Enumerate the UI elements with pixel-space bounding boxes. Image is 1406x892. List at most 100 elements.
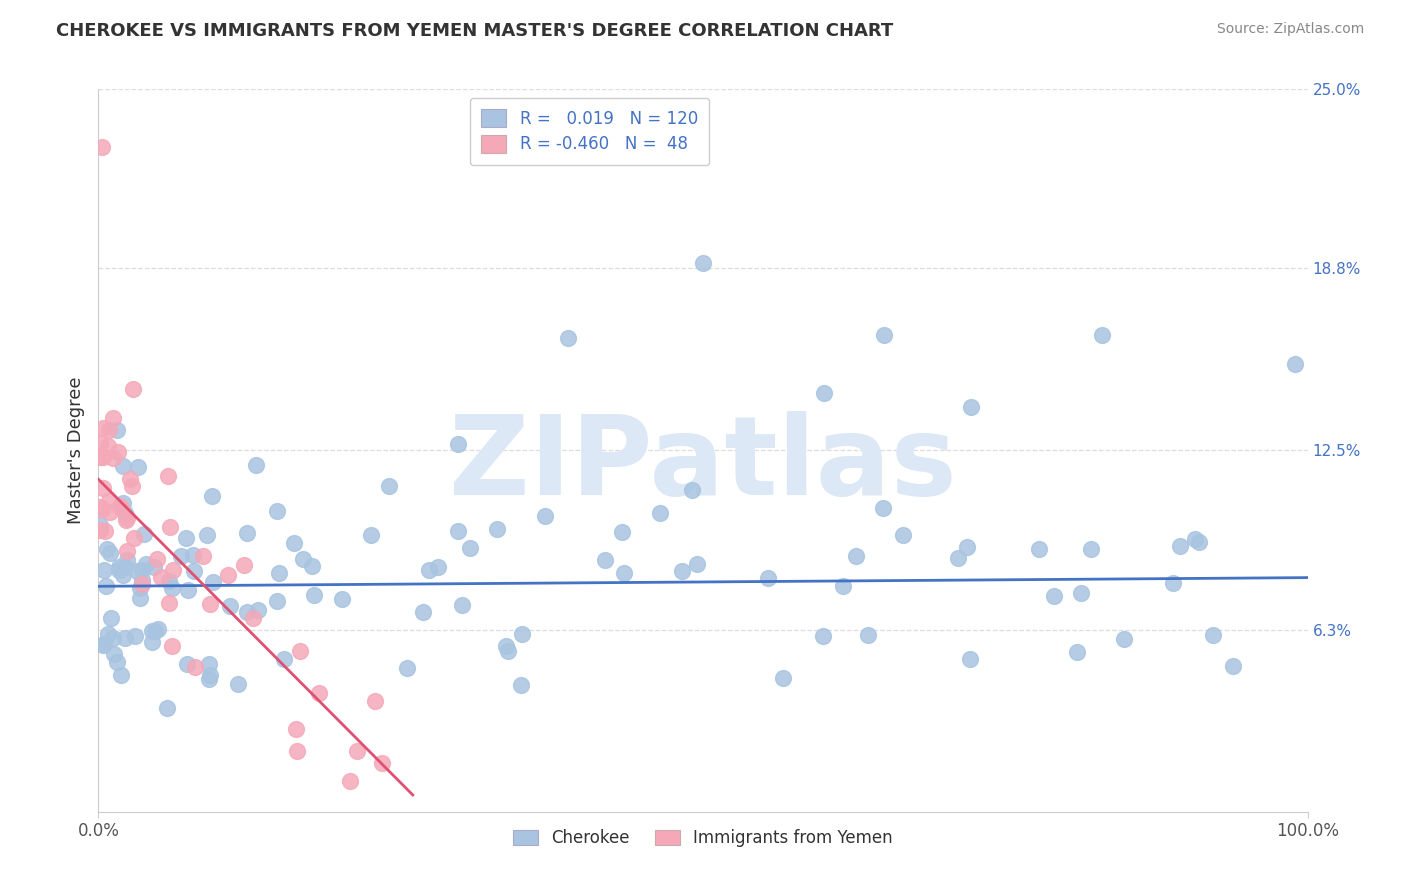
Point	[89, 523, 111, 537]
Point	[371, 756, 394, 771]
Point	[103, 411, 125, 425]
Point	[813, 629, 835, 643]
Point	[813, 385, 835, 400]
Point	[1112, 632, 1135, 646]
Point	[692, 255, 714, 269]
Point	[756, 571, 779, 585]
Point	[110, 500, 132, 515]
Point	[124, 629, 146, 643]
Point	[772, 671, 794, 685]
Point	[831, 578, 853, 592]
Point	[91, 140, 114, 154]
Point	[174, 531, 197, 545]
Point	[301, 559, 323, 574]
Point	[1202, 627, 1225, 641]
Point	[162, 564, 184, 578]
Point	[418, 563, 440, 577]
Point	[181, 549, 204, 563]
Point	[486, 522, 509, 536]
Point	[288, 644, 311, 658]
Point	[90, 502, 112, 516]
Point	[110, 668, 132, 682]
Point	[681, 483, 703, 497]
Point	[118, 472, 141, 486]
Point	[142, 559, 165, 574]
Point	[121, 479, 143, 493]
Point	[176, 657, 198, 671]
Text: ZIPatlas: ZIPatlas	[449, 411, 957, 518]
Point	[114, 513, 136, 527]
Point	[131, 573, 153, 587]
Point	[97, 439, 120, 453]
Point	[111, 568, 134, 582]
Point	[127, 460, 149, 475]
Point	[1284, 357, 1306, 371]
Point	[115, 511, 138, 525]
Point	[613, 566, 636, 580]
Point	[226, 677, 249, 691]
Point	[101, 451, 124, 466]
Point	[93, 637, 115, 651]
Point	[159, 596, 181, 610]
Point	[184, 660, 207, 674]
Point	[112, 496, 135, 510]
Point	[98, 494, 121, 508]
Point	[97, 627, 120, 641]
Point	[131, 576, 153, 591]
Point	[93, 563, 115, 577]
Point	[285, 723, 308, 737]
Point	[595, 553, 617, 567]
Point	[339, 774, 361, 789]
Point	[198, 668, 221, 682]
Point	[1161, 576, 1184, 591]
Point	[201, 574, 224, 589]
Point	[447, 437, 470, 451]
Point	[146, 622, 169, 636]
Point	[117, 543, 139, 558]
Point	[141, 624, 163, 639]
Point	[149, 570, 172, 584]
Point	[873, 327, 896, 342]
Point	[266, 504, 288, 518]
Point	[200, 489, 222, 503]
Point	[108, 560, 131, 574]
Point	[495, 640, 517, 654]
Point	[103, 647, 125, 661]
Point	[122, 531, 145, 545]
Point	[141, 635, 163, 649]
Point	[510, 627, 533, 641]
Point	[291, 551, 314, 566]
Point	[612, 525, 634, 540]
Point	[242, 611, 264, 625]
Point	[91, 638, 114, 652]
Point	[97, 423, 120, 437]
Point	[330, 592, 353, 607]
Point	[1091, 327, 1114, 342]
Point	[100, 611, 122, 625]
Point	[956, 541, 979, 555]
Point	[245, 458, 267, 472]
Point	[135, 557, 157, 571]
Point	[1080, 542, 1102, 557]
Point	[114, 560, 136, 574]
Point	[114, 507, 136, 521]
Point	[960, 400, 983, 414]
Point	[129, 581, 152, 595]
Point	[91, 481, 114, 495]
Point	[273, 652, 295, 666]
Point	[121, 382, 143, 396]
Point	[117, 553, 139, 567]
Point	[183, 564, 205, 578]
Point	[1066, 645, 1088, 659]
Point	[89, 518, 111, 533]
Point	[346, 744, 368, 758]
Point	[266, 593, 288, 607]
Point	[156, 701, 179, 715]
Point	[1170, 539, 1192, 553]
Point	[1028, 541, 1050, 556]
Point	[103, 631, 125, 645]
Point	[143, 624, 166, 638]
Point	[446, 524, 468, 538]
Point	[246, 603, 269, 617]
Point	[236, 605, 259, 619]
